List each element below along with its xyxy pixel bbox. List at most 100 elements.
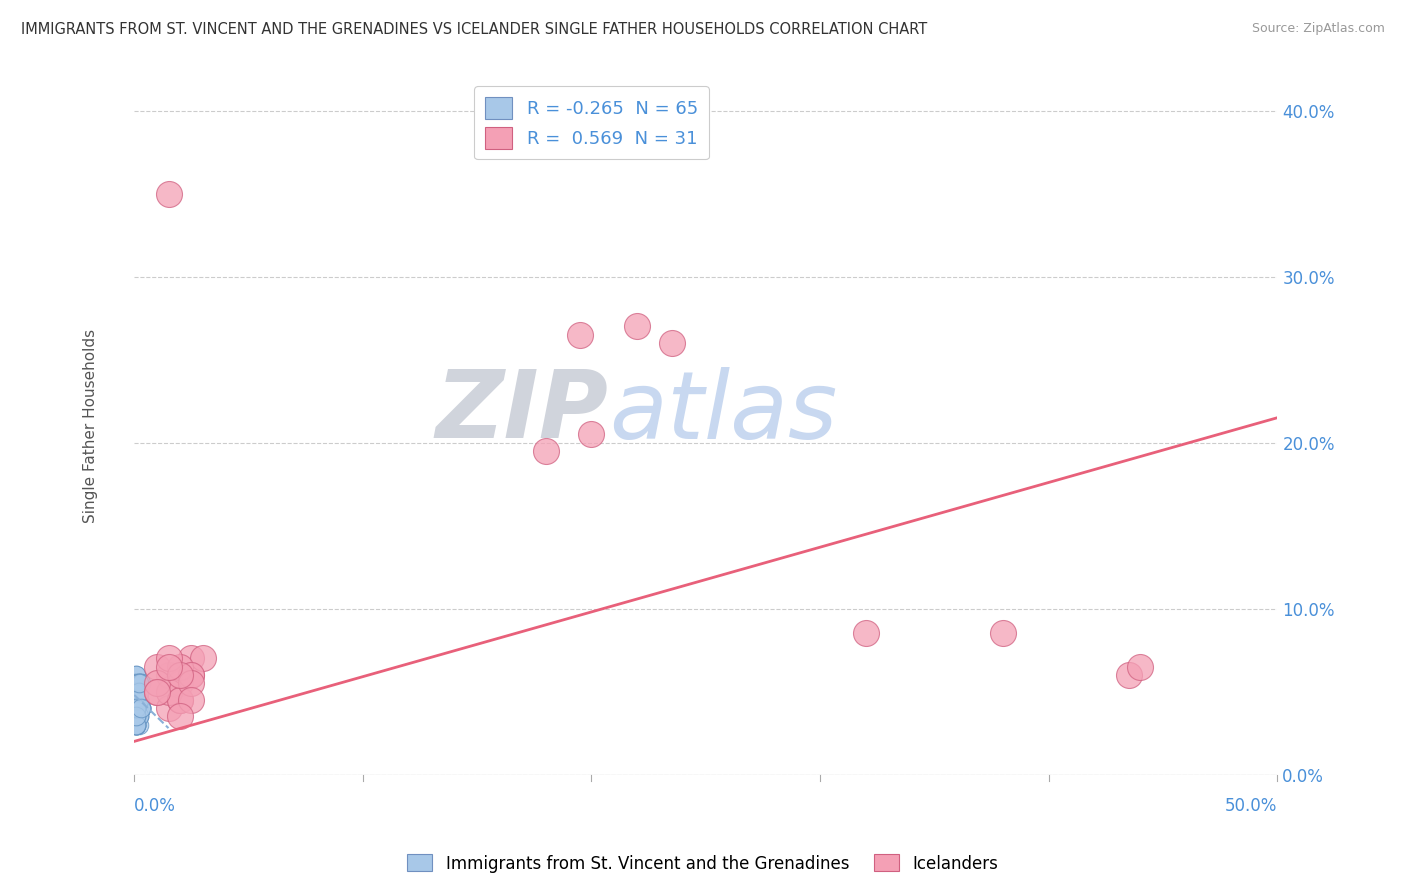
Point [129,701,152,715]
Point [129,676,152,690]
Point [180,668,202,682]
Point [128,701,150,715]
Point [125,701,148,715]
Point [125,718,148,732]
Point [125,701,148,715]
Point [125,701,148,715]
Point [180,651,202,665]
Point [125,676,148,690]
Point [169,709,191,723]
Point [534,444,557,458]
Point [125,701,148,715]
Point [129,701,152,715]
Point [125,718,148,732]
Point [146,684,169,698]
Point [125,718,148,732]
Point [157,659,180,673]
Point [581,427,603,442]
Point [129,701,152,715]
Point [128,709,150,723]
Point [128,684,150,698]
Text: 50.0%: 50.0% [1225,797,1278,815]
Point [128,709,150,723]
Point [569,327,592,342]
Point [125,701,148,715]
Point [157,651,180,665]
Point [1129,659,1152,673]
Point [129,701,152,715]
Point [125,709,148,723]
Point [157,701,180,715]
Point [125,684,148,698]
Point [125,709,148,723]
Point [180,693,202,707]
Point [125,709,148,723]
Text: atlas: atlas [609,367,837,458]
Text: IMMIGRANTS FROM ST. VINCENT AND THE GRENADINES VS ICELANDER SINGLE FATHER HOUSEH: IMMIGRANTS FROM ST. VINCENT AND THE GREN… [21,22,928,37]
Point [125,693,148,707]
Point [125,718,148,732]
Point [129,676,152,690]
Text: Source: ZipAtlas.com: Source: ZipAtlas.com [1251,22,1385,36]
Legend: Immigrants from St. Vincent and the Grenadines, Icelanders: Immigrants from St. Vincent and the Gren… [401,847,1005,880]
Point [129,701,152,715]
Point [991,626,1014,640]
Point [661,336,683,351]
Point [128,676,150,690]
Point [125,701,148,715]
Point [125,709,148,723]
Point [128,693,150,707]
Point [125,668,148,682]
Point [157,668,180,682]
Point [125,668,148,682]
Point [128,676,150,690]
Point [169,659,191,673]
Point [191,651,214,665]
Point [128,684,150,698]
Point [146,684,169,698]
Point [169,668,191,682]
Point [169,676,191,690]
Point [169,693,191,707]
Point [169,693,191,707]
Point [146,659,169,673]
Point [125,701,148,715]
Point [125,718,148,732]
Point [128,684,150,698]
Point [128,684,150,698]
Point [125,701,148,715]
Point [855,626,877,640]
Point [125,718,148,732]
Text: Single Father Households: Single Father Households [83,329,98,523]
Point [128,684,150,698]
Point [180,676,202,690]
Point [125,684,148,698]
Point [125,701,148,715]
Point [128,693,150,707]
Point [128,693,150,707]
Point [128,676,150,690]
Point [128,684,150,698]
Point [157,684,180,698]
Text: ZIP: ZIP [436,366,609,458]
Point [128,693,150,707]
Point [128,693,150,707]
Point [180,668,202,682]
Point [128,693,150,707]
Point [128,709,150,723]
Point [146,676,169,690]
Point [1118,668,1140,682]
Point [125,701,148,715]
Text: 0.0%: 0.0% [134,797,176,815]
Point [125,684,148,698]
Point [125,684,148,698]
Point [626,319,648,334]
Point [125,701,148,715]
Legend: R = -0.265  N = 65, R =  0.569  N = 31: R = -0.265 N = 65, R = 0.569 N = 31 [474,87,709,160]
Point [125,701,148,715]
Point [125,709,148,723]
Point [125,701,148,715]
Point [157,186,180,201]
Point [128,693,150,707]
Point [125,701,148,715]
